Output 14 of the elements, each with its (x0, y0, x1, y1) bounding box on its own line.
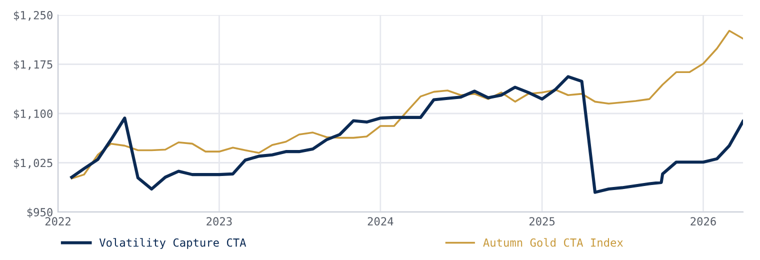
x-tick-label: 2022 (45, 217, 70, 226)
y-tick-label: $950 (27, 208, 52, 218)
y-tick-label: $1,250 (14, 10, 52, 21)
line-series (70, 30, 743, 180)
x-tick-label: 2025 (529, 217, 555, 226)
y-tick-label: $1,025 (14, 158, 52, 169)
line-series (70, 75, 743, 194)
legend-label: Volatility Capture CTA (99, 238, 246, 249)
x-tick-label: 2023 (206, 217, 232, 226)
y-tick-label: $1,175 (14, 60, 52, 70)
y-tick-label: $1,100 (14, 109, 52, 120)
x-tick-label: 2026 (690, 217, 716, 226)
legend-label: Autumn Gold CTA Index (483, 238, 624, 247)
x-tick-label: 2024 (368, 217, 394, 226)
